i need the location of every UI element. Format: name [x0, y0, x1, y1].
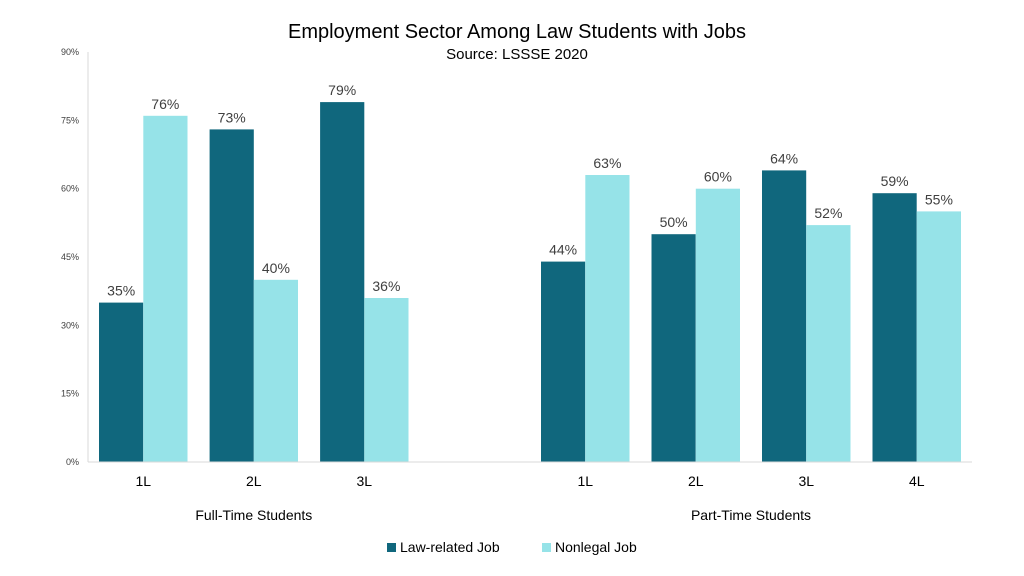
x-tick-label: 4L — [909, 473, 925, 489]
chart-title: Employment Sector Among Law Students wit… — [288, 21, 746, 43]
x-tick-label: 2L — [688, 473, 704, 489]
x-tick-label: 3L — [357, 473, 373, 489]
bar — [209, 129, 254, 462]
bar — [143, 115, 188, 463]
chart-subtitle: Source: LSSSE 2020 — [446, 46, 588, 63]
y-tick-label: 30% — [61, 320, 79, 330]
data-label: 55% — [925, 191, 953, 207]
bar — [762, 170, 807, 462]
bar — [364, 298, 409, 462]
legend-swatch-law-related — [387, 543, 396, 552]
y-axis: 0% 15% 30% 45% 60% 75% 90% — [61, 47, 89, 467]
legend: Law-related Job Nonlegal Job — [387, 539, 637, 555]
x-tick-label: 2L — [246, 473, 262, 489]
x-tick-label: 1L — [578, 473, 594, 489]
data-label: 50% — [660, 214, 688, 230]
data-label: 60% — [704, 169, 732, 185]
data-label: 36% — [372, 278, 400, 294]
x-axis: 1L 2L 3L 1L 2L 3L 4L — [88, 461, 972, 489]
group-labels: Full-Time Students Part-Time Students — [195, 507, 811, 523]
bar — [585, 175, 630, 462]
bars: 35% 76% 73% 40% 79% 36% 44% 63% 50% 60% 64% 52% 59% 5… — [99, 82, 961, 463]
data-label: 59% — [881, 173, 909, 189]
legend-label-nonlegal: Nonlegal Job — [555, 539, 637, 555]
y-tick-label: 45% — [61, 252, 79, 262]
y-tick-label: 60% — [61, 184, 79, 194]
bar — [695, 188, 740, 462]
bar — [320, 102, 365, 462]
legend-swatch-nonlegal — [542, 543, 551, 552]
x-tick-label: 1L — [136, 473, 152, 489]
group-label: Part-Time Students — [691, 507, 811, 523]
y-tick-label: 90% — [61, 47, 79, 57]
bar — [541, 261, 586, 462]
bar — [99, 302, 144, 462]
data-label: 44% — [549, 242, 577, 258]
bar — [872, 193, 917, 462]
data-label: 52% — [814, 205, 842, 221]
data-label: 35% — [107, 283, 135, 299]
bar — [253, 279, 298, 462]
group-label: Full-Time Students — [195, 507, 312, 523]
x-tick-label: 3L — [799, 473, 815, 489]
data-label: 79% — [328, 82, 356, 98]
data-label: 73% — [218, 109, 246, 125]
data-label: 40% — [262, 260, 290, 276]
y-tick-label: 75% — [61, 115, 79, 125]
bar — [651, 234, 696, 462]
bar — [916, 211, 961, 462]
data-label: 63% — [593, 155, 621, 171]
legend-label-law-related: Law-related Job — [400, 539, 500, 555]
data-label: 64% — [770, 150, 798, 166]
bar — [806, 225, 851, 462]
data-label: 76% — [151, 96, 179, 112]
y-tick-label: 15% — [61, 389, 79, 399]
y-tick-label: 0% — [66, 457, 79, 467]
